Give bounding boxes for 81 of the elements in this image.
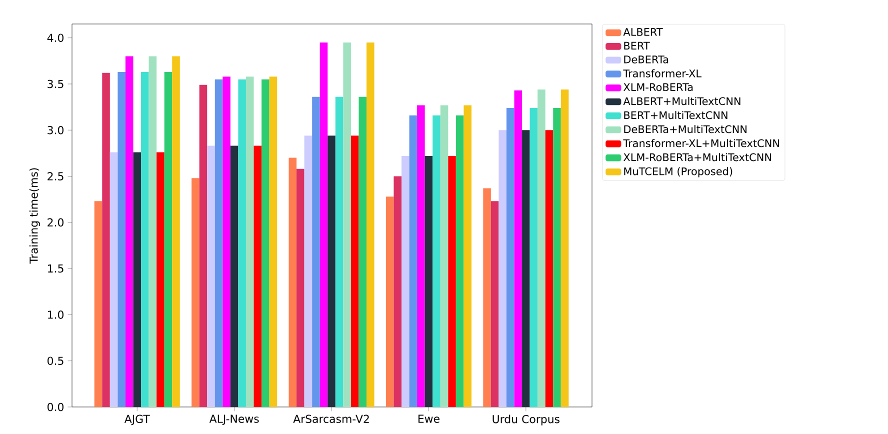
legend-label: BERT xyxy=(624,42,650,50)
y-tick-label: 1.0 xyxy=(48,310,64,319)
legend-label: MuTCELM (Proposed) xyxy=(624,167,732,178)
bar xyxy=(343,42,351,407)
bar xyxy=(514,90,522,407)
bar xyxy=(254,146,262,407)
bar xyxy=(328,136,336,407)
bar xyxy=(424,156,433,407)
y-tick-label: 2.0 xyxy=(48,218,64,227)
bar xyxy=(214,79,223,407)
legend-label: XLM-RoBERTa+MultiTextCNN xyxy=(623,153,771,162)
bar xyxy=(192,178,200,407)
bar xyxy=(304,136,312,407)
bar xyxy=(269,76,278,407)
bar xyxy=(199,84,208,407)
bar xyxy=(545,130,554,407)
bar xyxy=(262,79,270,407)
legend-label: ALBERT xyxy=(623,28,663,36)
bar xyxy=(350,136,359,407)
legend-label: DeBERTa xyxy=(624,56,668,64)
y-tick-label: 0.5 xyxy=(48,356,64,365)
legend-label: Transformer-XL+MultiTextCNN xyxy=(623,139,779,148)
bar xyxy=(358,96,367,407)
bar xyxy=(102,72,110,407)
bar xyxy=(448,156,456,407)
bar xyxy=(125,56,134,407)
bar xyxy=(409,115,418,407)
bar xyxy=(172,56,180,407)
bar xyxy=(366,42,374,407)
bar xyxy=(417,105,425,407)
bar xyxy=(164,72,172,407)
bar xyxy=(464,105,472,407)
bar xyxy=(312,96,320,407)
y-tick-label: 1.5 xyxy=(48,264,64,273)
legend-label: DeBERTa+MultiTextCNN xyxy=(624,125,746,134)
bar xyxy=(246,76,254,407)
y-axis-title: Training time(ms) xyxy=(29,168,40,264)
bar xyxy=(530,108,538,407)
bar xyxy=(238,79,246,407)
bar xyxy=(156,152,164,407)
bar xyxy=(141,72,149,407)
bar xyxy=(394,176,402,407)
legend-label: BERT+MultiTextCNN xyxy=(624,111,728,120)
x-tick-label: AJGT xyxy=(124,414,150,426)
bar xyxy=(320,42,328,407)
bar xyxy=(335,96,344,407)
bar xyxy=(288,158,297,407)
x-tick-label: Urdu Corpus xyxy=(492,414,560,426)
bar xyxy=(386,196,394,407)
x-tick-label: Ewe xyxy=(418,414,440,423)
y-tick-label: 3.0 xyxy=(48,126,64,134)
bar xyxy=(296,168,304,407)
legend-label: XLM-RoBERTa xyxy=(623,83,693,92)
bar xyxy=(538,90,546,407)
bar xyxy=(440,105,448,407)
y-tick-label: 4.0 xyxy=(47,34,64,42)
bar xyxy=(498,130,506,407)
bar xyxy=(94,201,102,407)
bar xyxy=(230,146,238,407)
y-tick-label: 0.0 xyxy=(48,402,64,412)
legend-label: ALBERT+MultiTextCNN xyxy=(623,97,740,106)
bar xyxy=(432,115,440,407)
bar xyxy=(133,152,142,407)
bar xyxy=(490,201,499,407)
y-tick-label: 2.5 xyxy=(48,172,64,180)
bar xyxy=(483,188,491,407)
bar xyxy=(207,146,215,407)
bar xyxy=(553,108,561,407)
bar xyxy=(118,72,126,407)
bar xyxy=(560,90,569,407)
bar xyxy=(110,152,118,407)
bar xyxy=(506,108,514,407)
x-tick-label: ALJ-News xyxy=(209,414,259,425)
y-tick-label: 3.5 xyxy=(48,80,64,88)
bar xyxy=(402,156,410,407)
bar xyxy=(148,56,157,407)
legend-label: Transformer-XL xyxy=(623,69,702,78)
x-tick-label: ArSarcasm-V2 xyxy=(293,414,369,424)
bar xyxy=(222,76,230,407)
bar xyxy=(456,115,464,407)
bar xyxy=(522,130,530,407)
